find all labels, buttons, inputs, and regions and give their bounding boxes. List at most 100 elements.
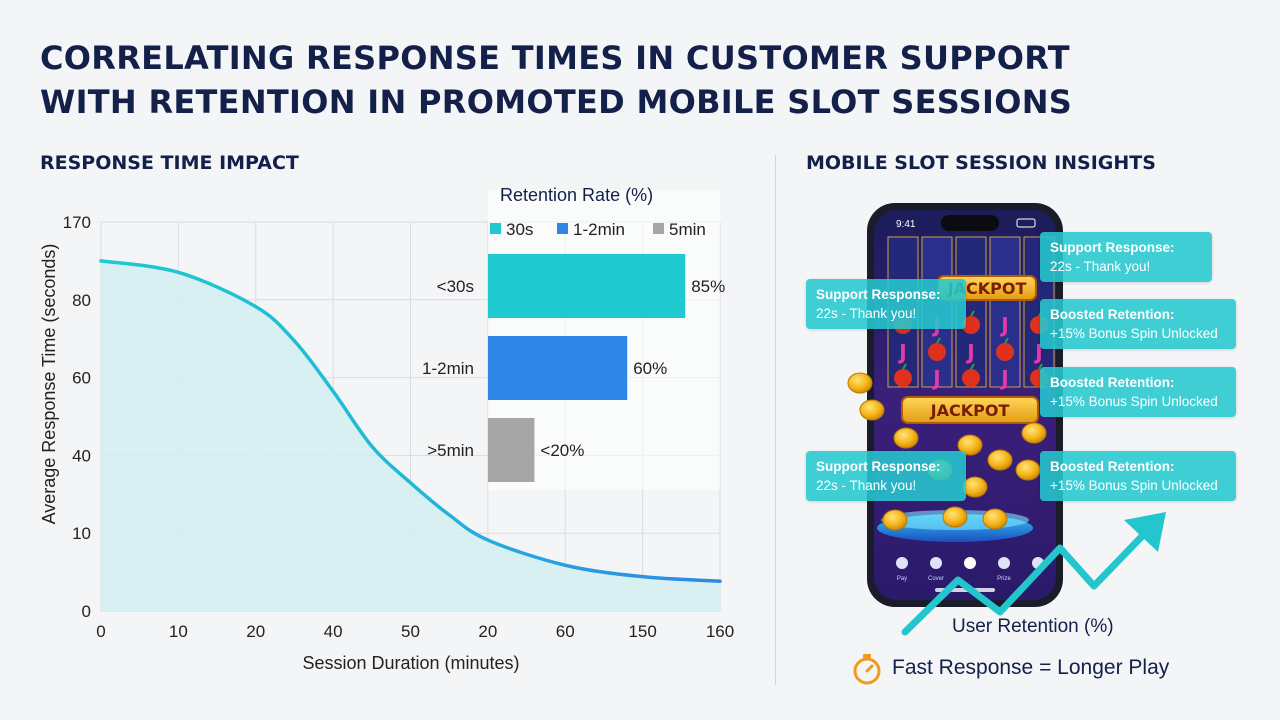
legend-label: 5min (669, 220, 706, 239)
letter-symbol: J (897, 340, 906, 364)
page-title: CORRELATING RESPONSE TIMES IN CUSTOMER S… (40, 36, 1240, 124)
x-tick-labels: 0 10 20 40 50 20 60 150 160 (96, 622, 734, 641)
bar-group: <30s 85% (437, 254, 725, 318)
cherry-symbol (894, 369, 912, 387)
cherry-stem (902, 363, 907, 370)
bar-value-label: 85% (691, 277, 725, 296)
callout-boosted-retention: Boosted Retention: +15% Bonus Spin Unlock… (1040, 299, 1236, 349)
reel (989, 236, 1021, 388)
bar-group: >5min <20% (427, 418, 584, 482)
x-tick-label: 20 (478, 622, 497, 641)
bar-legend: 30s 1-2min 5min (490, 220, 706, 239)
response-time-chart: 0 10 20 40 50 20 60 150 160 0 10 40 60 80 170 Session… (39, 185, 734, 673)
nav-icon (1032, 557, 1044, 569)
y-tick-labels: 0 10 40 60 80 170 (63, 213, 91, 621)
y-tick-label: 170 (63, 213, 91, 232)
phone-screen (874, 210, 1056, 600)
legend-label: 30s (506, 220, 533, 239)
y-tick-label: 10 (72, 524, 91, 543)
bar (488, 254, 686, 318)
cherry-stem (970, 363, 975, 370)
callout-support-response: Support Response: 22s - Thank you! (1040, 232, 1212, 282)
battery-icon (1016, 218, 1036, 228)
response-time-curve (99, 259, 722, 584)
coin (1021, 422, 1047, 444)
tagline: Fast Response = Longer Play (892, 656, 1170, 679)
x-tick-label: 50 (401, 622, 420, 641)
phone-bottom-nav: Pay Cover Prize (896, 557, 1044, 582)
coin (893, 427, 919, 449)
legend-swatch (653, 223, 664, 234)
cherry-stem (936, 337, 941, 344)
letter-symbol: J (965, 340, 974, 364)
bar-group: 1-2min 60% (422, 336, 667, 400)
cherry-symbol (962, 369, 980, 387)
phone-time: 9:41 (896, 219, 916, 230)
legend-label: 1-2min (573, 220, 625, 239)
svg-text:JACKPOT: JACKPOT (930, 401, 1010, 420)
x-tick-label: 150 (628, 622, 656, 641)
cherry-symbol (996, 343, 1014, 361)
x-tick-label: 20 (246, 622, 265, 641)
stopwatch-icon (853, 654, 881, 685)
jackpot-banner-main: JACKPOT (901, 396, 1039, 424)
nav-icon (964, 557, 976, 569)
x-tick-label: 160 (706, 622, 734, 641)
callout-support-response: Support Response: 22s - Thank you! (806, 279, 966, 329)
legend-item: 30s (490, 220, 533, 239)
bar-value-label: 60% (633, 359, 667, 378)
x-tick-label: 40 (324, 622, 343, 641)
coin (882, 509, 908, 531)
bar-category-label: <30s (437, 277, 474, 296)
x-tick-label: 0 (96, 622, 105, 641)
coin (942, 506, 968, 528)
legend-swatch (490, 223, 501, 234)
left-section-heading: RESPONSE TIME IMPACT (40, 152, 299, 174)
user-retention-label: User Retention (%) (952, 616, 1114, 637)
letter-symbol: J (931, 366, 940, 390)
pedestal (877, 514, 1033, 542)
x-axis-label: Session Duration (minutes) (302, 653, 519, 673)
callout-support-response: Support Response: 22s - Thank you! (806, 451, 966, 501)
legend-item: 5min (653, 220, 706, 239)
section-divider (775, 155, 776, 685)
cherry-stem (1004, 337, 1009, 344)
cherry-symbol (928, 343, 946, 361)
letter-symbol: J (999, 366, 1008, 390)
y-axis-label: Average Response Time (seconds) (39, 244, 59, 525)
home-indicator (935, 588, 995, 592)
callout-boosted-retention: Boosted Retention: +15% Bonus Spin Unlock… (1040, 367, 1236, 417)
callout-boosted-retention: Boosted Retention: +15% Bonus Spin Unlock… (1040, 451, 1236, 501)
nav-icon (998, 557, 1010, 569)
cherry-stem (970, 310, 975, 317)
bar (488, 418, 535, 482)
y-tick-label: 60 (72, 369, 91, 388)
coin (987, 449, 1013, 471)
bar (488, 336, 628, 400)
title-line-1: CORRELATING RESPONSE TIMES IN CUSTOMER S… (40, 39, 1070, 77)
y-tick-label: 0 (82, 602, 91, 621)
y-tick-label: 40 (72, 446, 91, 465)
coin (962, 476, 988, 498)
phone-frame (867, 203, 1063, 607)
dynamic-island (941, 215, 999, 231)
retention-bars: <30s 85% 1-2min 60% >5min <20% (422, 254, 725, 482)
x-tick-label: 10 (169, 622, 188, 641)
bar-chart-title: Retention Rate (%) (500, 185, 653, 205)
legend-item: 1-2min (557, 220, 625, 239)
x-tick-label: 60 (556, 622, 575, 641)
letter-symbol: J (999, 313, 1008, 337)
nav-label: Cover (928, 576, 944, 582)
coin (982, 508, 1008, 530)
coin (1015, 459, 1041, 481)
bar-category-label: >5min (427, 441, 474, 460)
curve-area-fill (101, 260, 720, 611)
nav-icon (930, 557, 942, 569)
right-section-heading: MOBILE SLOT SESSION INSIGHTS (806, 152, 1156, 174)
legend-swatch (557, 223, 568, 234)
bar-value-label: <20% (540, 441, 584, 460)
coin (859, 399, 885, 421)
y-tick-label: 80 (72, 291, 91, 310)
coin (847, 372, 873, 394)
title-line-2: WITH RETENTION IN PROMOTED MOBILE SLOT S… (40, 83, 1073, 121)
